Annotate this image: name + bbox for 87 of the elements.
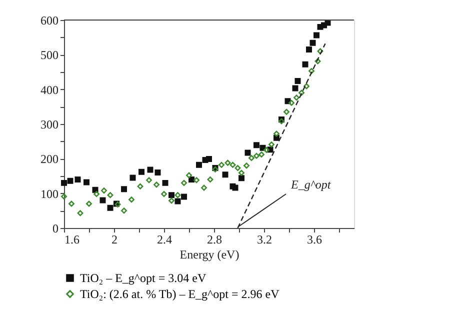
point: [317, 48, 324, 54]
point: [302, 61, 308, 68]
point: [308, 68, 314, 74]
y-tick-label: 100: [40, 186, 58, 201]
point: [154, 182, 160, 188]
point: [232, 184, 238, 191]
point: [258, 152, 264, 158]
point: [68, 200, 74, 207]
point: [101, 188, 107, 194]
point: [206, 156, 212, 162]
y-tick-label: 0: [52, 222, 58, 236]
point: [268, 141, 274, 148]
point: [207, 176, 214, 182]
point: [244, 150, 251, 156]
point: [162, 180, 168, 186]
x-tick-label: 2: [112, 232, 118, 246]
point: [194, 177, 200, 184]
point: [121, 208, 127, 214]
point: [174, 192, 181, 198]
point: [100, 197, 106, 204]
point: [84, 179, 90, 186]
y-tick-label: 300: [40, 118, 58, 132]
point: [186, 172, 192, 178]
point: [254, 152, 260, 159]
point: [94, 191, 100, 198]
point: [146, 177, 152, 184]
point: [77, 210, 84, 216]
y-tick-label: 600: [40, 14, 58, 28]
point: [254, 142, 260, 148]
point: [314, 32, 320, 38]
point: [174, 198, 181, 204]
point: [147, 166, 154, 173]
point: [292, 85, 298, 92]
legend-label: TiO₂: (2.6 at. % Tb) – E_g^opt = 2.96 eV: [80, 287, 280, 301]
y-tick-label: 200: [40, 152, 58, 166]
legend-label: TiO₂ – E_g^opt = 3.04 eV: [80, 271, 206, 285]
point: [67, 178, 74, 184]
point: [298, 90, 304, 96]
x-tick-label: 2.4: [157, 232, 172, 246]
point: [201, 184, 207, 191]
x-tick-label: 2.8: [207, 232, 222, 246]
point: [284, 108, 290, 115]
point: [218, 162, 224, 168]
point: [107, 204, 114, 211]
point: [161, 191, 167, 198]
point: [274, 130, 280, 137]
point: [61, 180, 67, 186]
annotation: E_g^opt: [290, 177, 332, 192]
point: [181, 194, 187, 200]
point: [128, 196, 134, 203]
point: [74, 176, 81, 182]
point: [224, 160, 231, 166]
point: [248, 154, 254, 161]
point: [61, 193, 67, 200]
point: [196, 162, 202, 168]
point: [310, 40, 316, 46]
point: [121, 186, 127, 192]
point: [234, 165, 241, 172]
point: [238, 170, 244, 176]
point: [86, 200, 92, 207]
point: [238, 175, 244, 182]
y-tick-label: 400: [40, 82, 58, 97]
point: [222, 172, 228, 178]
point: [230, 162, 236, 168]
point: [306, 46, 312, 52]
point: [154, 170, 161, 176]
point: [274, 134, 280, 141]
x-tick-label: 3.2: [257, 232, 272, 246]
point: [304, 83, 310, 90]
point: [294, 94, 300, 101]
point: [181, 180, 187, 186]
point: [130, 174, 136, 181]
point: [168, 192, 174, 198]
point: [264, 147, 270, 153]
point: [314, 58, 321, 64]
point: [107, 192, 114, 198]
point: [288, 100, 294, 106]
x-tick-label: 1.6: [64, 232, 80, 246]
x-tick-label: 3.6: [307, 232, 322, 246]
x-axis-title: Energy (eV): [180, 248, 240, 262]
point: [188, 176, 194, 182]
point: [138, 168, 144, 175]
point: [137, 183, 144, 190]
point: [294, 78, 301, 84]
y-tick-label: 500: [40, 48, 58, 62]
point: [168, 198, 174, 204]
point: [244, 162, 250, 169]
